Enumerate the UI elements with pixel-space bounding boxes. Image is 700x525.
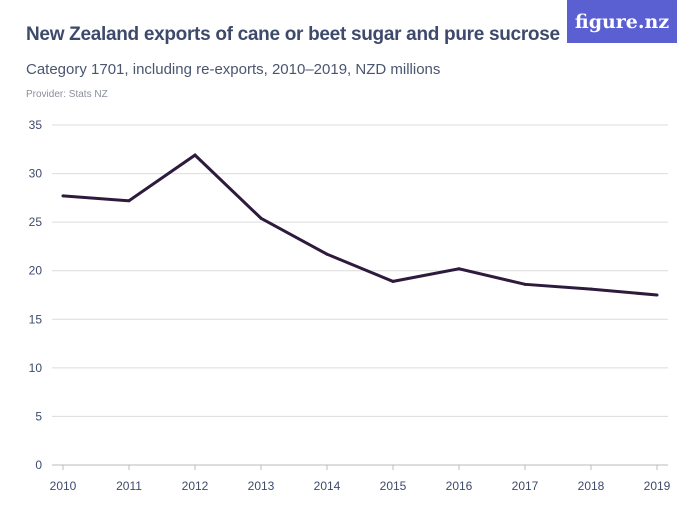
series-line — [62, 153, 658, 297]
y-tick-label: 20 — [29, 264, 43, 278]
data-point — [61, 194, 65, 198]
y-tick-label: 35 — [29, 118, 43, 132]
x-tick-label: 2010 — [50, 479, 77, 493]
y-tick-label: 10 — [29, 361, 43, 375]
chart-subtitle: Category 1701, including re-exports, 201… — [26, 61, 441, 78]
y-tick-label: 30 — [29, 167, 43, 181]
x-tick-label: 2014 — [314, 479, 341, 493]
data-point — [127, 199, 131, 203]
x-tick-label: 2018 — [578, 479, 605, 493]
data-point — [655, 293, 659, 297]
provider-label: Provider: Stats NZ — [26, 89, 108, 100]
chart-title: New Zealand exports of cane or beet suga… — [26, 24, 560, 45]
y-tick-label: 25 — [29, 215, 43, 229]
x-tick-label: 2019 — [644, 479, 671, 493]
y-tick-label: 15 — [29, 312, 43, 326]
data-point — [457, 267, 461, 271]
x-tick-label: 2011 — [116, 479, 142, 493]
data-point — [193, 153, 197, 157]
data-point — [259, 216, 263, 220]
y-tick-label: 5 — [35, 409, 42, 423]
data-point — [523, 282, 527, 286]
y-tick-label: 0 — [35, 458, 42, 472]
x-tick-label: 2015 — [380, 479, 407, 493]
data-point — [325, 252, 329, 256]
x-tick-label: 2013 — [248, 479, 275, 493]
data-point — [391, 279, 395, 283]
x-tick-label: 2017 — [512, 479, 539, 493]
figure-nz-logo[interactable]: figure.nz — [567, 0, 677, 43]
data-point — [589, 287, 593, 291]
x-tick-label: 2016 — [446, 479, 473, 493]
x-tick-label: 2012 — [182, 479, 209, 493]
